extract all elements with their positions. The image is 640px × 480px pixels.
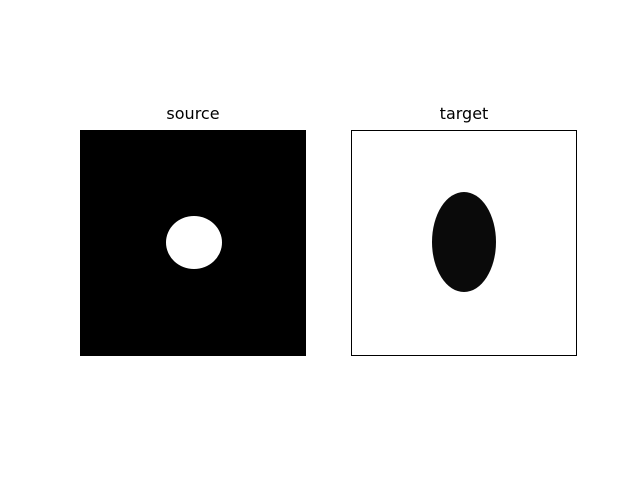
source-circle-shape — [166, 216, 222, 269]
source-image-panel — [80, 130, 306, 356]
target-image-panel — [351, 130, 577, 356]
source-panel-title: source — [166, 104, 220, 123]
target-ellipse-shape — [432, 192, 496, 292]
target-panel-title: target — [439, 104, 489, 123]
